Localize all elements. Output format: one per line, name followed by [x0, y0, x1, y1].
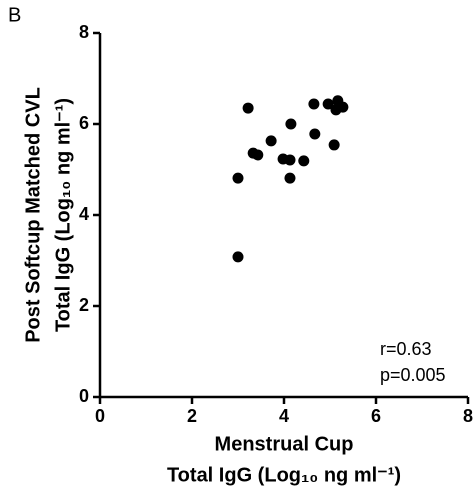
point — [298, 155, 310, 167]
point — [232, 251, 244, 263]
y-tick-label: 6 — [79, 113, 89, 133]
point — [322, 98, 334, 110]
annotation: p=0.005 — [380, 365, 446, 385]
point — [328, 139, 340, 151]
panel-label: B — [8, 4, 21, 26]
point — [252, 149, 264, 161]
y-tick-label: 8 — [79, 22, 89, 42]
point — [265, 135, 277, 147]
y-tick-label: 4 — [79, 204, 89, 224]
annotation: r=0.63 — [380, 339, 432, 359]
point — [285, 118, 297, 130]
x-axis-label: Menstrual Cup — [215, 433, 354, 455]
x-axis-label: Total IgG (Log₁₀ ng ml⁻¹) — [167, 464, 401, 486]
point — [308, 98, 320, 110]
y-tick-label: 0 — [79, 386, 89, 406]
x-tick-label: 6 — [371, 406, 381, 426]
x-tick-label: 2 — [187, 406, 197, 426]
y-axis-label: Total IgG (Log₁₀ ng ml⁻¹) — [52, 98, 74, 332]
x-tick-label: 8 — [463, 406, 473, 426]
point — [232, 172, 244, 184]
point — [242, 102, 254, 114]
x-tick-label: 0 — [95, 406, 105, 426]
point — [337, 101, 349, 113]
y-tick-label: 2 — [79, 295, 89, 315]
y-axis-label: Post Softcup Matched CVL — [22, 87, 44, 343]
point — [284, 172, 296, 184]
point — [284, 154, 296, 166]
point — [309, 128, 321, 140]
x-tick-label: 4 — [279, 406, 289, 426]
